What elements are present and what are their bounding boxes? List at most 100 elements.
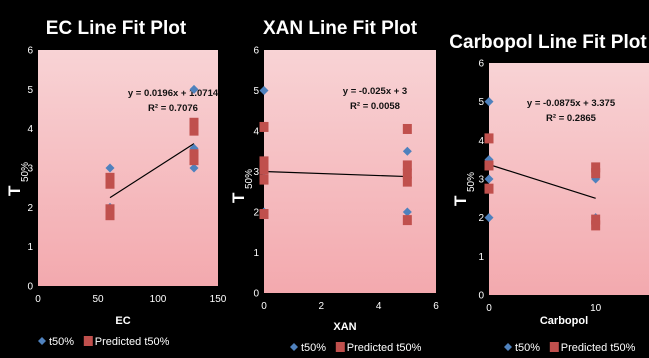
point-t50 <box>484 213 494 223</box>
chart-title: Carbopol Line Fit Plot <box>449 32 647 53</box>
y-tick-label: 3 <box>253 167 259 178</box>
fit-equation: y = -0.025x + 3 <box>343 86 407 97</box>
x-tick-label: 6 <box>433 301 439 312</box>
y-axis-label-subscript: 50% <box>20 162 31 182</box>
x-tick-label: 10 <box>590 303 602 314</box>
y-tick-label: 1 <box>478 252 484 263</box>
y-axis-label: T 50% <box>229 169 255 203</box>
point-predicted-t50 <box>189 155 199 166</box>
y-tick-label: 6 <box>253 46 259 57</box>
x-axis-label: Carbopol <box>540 315 588 327</box>
legend-entry: Predicted t50% <box>95 336 170 348</box>
point-predicted-t50 <box>484 183 494 194</box>
y-tick-label: 0 <box>27 282 33 293</box>
point-predicted-t50 <box>484 160 494 171</box>
y-tick-label: 5 <box>253 86 259 97</box>
y-tick-label: 2 <box>253 208 259 219</box>
point-predicted-t50 <box>259 174 269 185</box>
legend-entry: Predicted t50% <box>561 342 636 354</box>
fit-line <box>109 143 195 199</box>
y-tick-label: 5 <box>478 97 484 108</box>
legend-marker-predicted <box>549 342 559 352</box>
point-predicted-t50 <box>402 168 412 179</box>
point-t50 <box>189 163 199 173</box>
point-predicted-t50 <box>402 176 412 187</box>
y-axis-label: T 50% <box>451 172 477 206</box>
x-tick-label: 0 <box>486 303 492 314</box>
y-tick-label: 0 <box>478 291 484 302</box>
y-tick-label: 1 <box>27 242 33 253</box>
x-axis-label: EC <box>115 315 130 327</box>
point-predicted-t50 <box>259 209 269 220</box>
point-predicted-t50 <box>105 172 115 183</box>
fit-equation: y = 0.0196x + 1.0714 <box>128 88 219 99</box>
chart-title: EC Line Fit Plot <box>46 18 187 39</box>
x-tick-label: 2 <box>319 301 325 312</box>
r-squared: R² = 0.2865 <box>546 113 597 124</box>
point-predicted-t50 <box>484 133 494 144</box>
legend-marker-t50 <box>38 337 46 345</box>
y-axis-label: T 50% <box>5 162 31 196</box>
point-predicted-t50 <box>402 215 412 226</box>
legend: t50% Predicted t50% <box>504 342 636 354</box>
plot-area <box>489 63 649 295</box>
point-predicted-t50 <box>259 121 269 132</box>
chart-title: XAN Line Fit Plot <box>263 18 418 39</box>
legend-marker-t50 <box>504 343 512 351</box>
point-predicted-t50 <box>189 125 199 136</box>
plot-area <box>38 50 218 286</box>
point-t50 <box>484 97 494 107</box>
legend-entry: t50% <box>515 342 540 354</box>
y-axis-label-subscript: 50% <box>244 169 255 189</box>
point-predicted-t50 <box>591 214 601 225</box>
x-tick-label: 0 <box>261 301 267 312</box>
y-tick-label: 5 <box>27 85 33 96</box>
y-axis-label-text: T <box>229 192 248 203</box>
point-predicted-t50 <box>105 210 115 221</box>
point-predicted-t50 <box>402 123 412 134</box>
legend-marker-predicted <box>83 336 93 346</box>
y-tick-label: 2 <box>27 203 33 214</box>
fit-line <box>488 163 596 199</box>
r-squared: R² = 0.0058 <box>350 101 400 112</box>
fit-equation: y = -0.0875x + 3.375 <box>527 98 616 109</box>
point-t50 <box>402 146 412 156</box>
y-tick-label: 2 <box>478 213 484 224</box>
fit-line <box>263 170 408 178</box>
y-axis-label-text: T <box>5 185 24 196</box>
legend-entry: t50% <box>301 342 326 354</box>
y-tick-label: 6 <box>478 59 484 70</box>
y-tick-label: 3 <box>27 164 33 175</box>
point-predicted-t50 <box>591 168 601 179</box>
point-predicted-t50 <box>105 178 115 189</box>
legend: t50% Predicted t50% <box>290 342 422 354</box>
y-tick-label: 6 <box>27 46 33 57</box>
y-tick-label: 4 <box>253 127 259 138</box>
point-predicted-t50 <box>591 162 601 173</box>
x-tick-label: 150 <box>210 294 227 305</box>
legend-entry: Predicted t50% <box>347 342 422 354</box>
point-t50 <box>259 86 269 95</box>
chart-carbopol: Carbopol Line Fit Plot 0 1 2 3 4 5 6 0 10Carbopol… <box>449 32 649 354</box>
r-squared: R² = 0.7076 <box>148 103 198 114</box>
point-t50 <box>189 84 199 94</box>
x-tick-label: 4 <box>376 301 382 312</box>
chart-xan: XAN Line Fit Plot 0 1 2 3 4 5 6 0 2 4 6 XAN T 50% y = -… <box>229 18 439 354</box>
point-predicted-t50 <box>189 117 199 128</box>
point-predicted-t50 <box>259 156 269 167</box>
point-predicted-t50 <box>591 220 601 231</box>
point-t50 <box>105 163 115 173</box>
y-tick-label: 1 <box>253 248 259 259</box>
legend: t50% Predicted t50% <box>38 336 170 348</box>
point-predicted-t50 <box>105 204 115 215</box>
x-tick-label: 100 <box>150 294 167 305</box>
x-axis-label: XAN <box>333 321 356 333</box>
x-tick-label: 50 <box>92 294 104 305</box>
chart-ec: EC Line Fit Plot 0 1 2 3 4 5 6 0 50 100 150 EC T 50% y … <box>5 18 227 348</box>
point-t50 <box>484 174 494 184</box>
y-tick-label: 3 <box>478 175 484 186</box>
y-axis-label-subscript: 50% <box>466 172 477 192</box>
y-axis-label-text: T <box>451 195 470 206</box>
